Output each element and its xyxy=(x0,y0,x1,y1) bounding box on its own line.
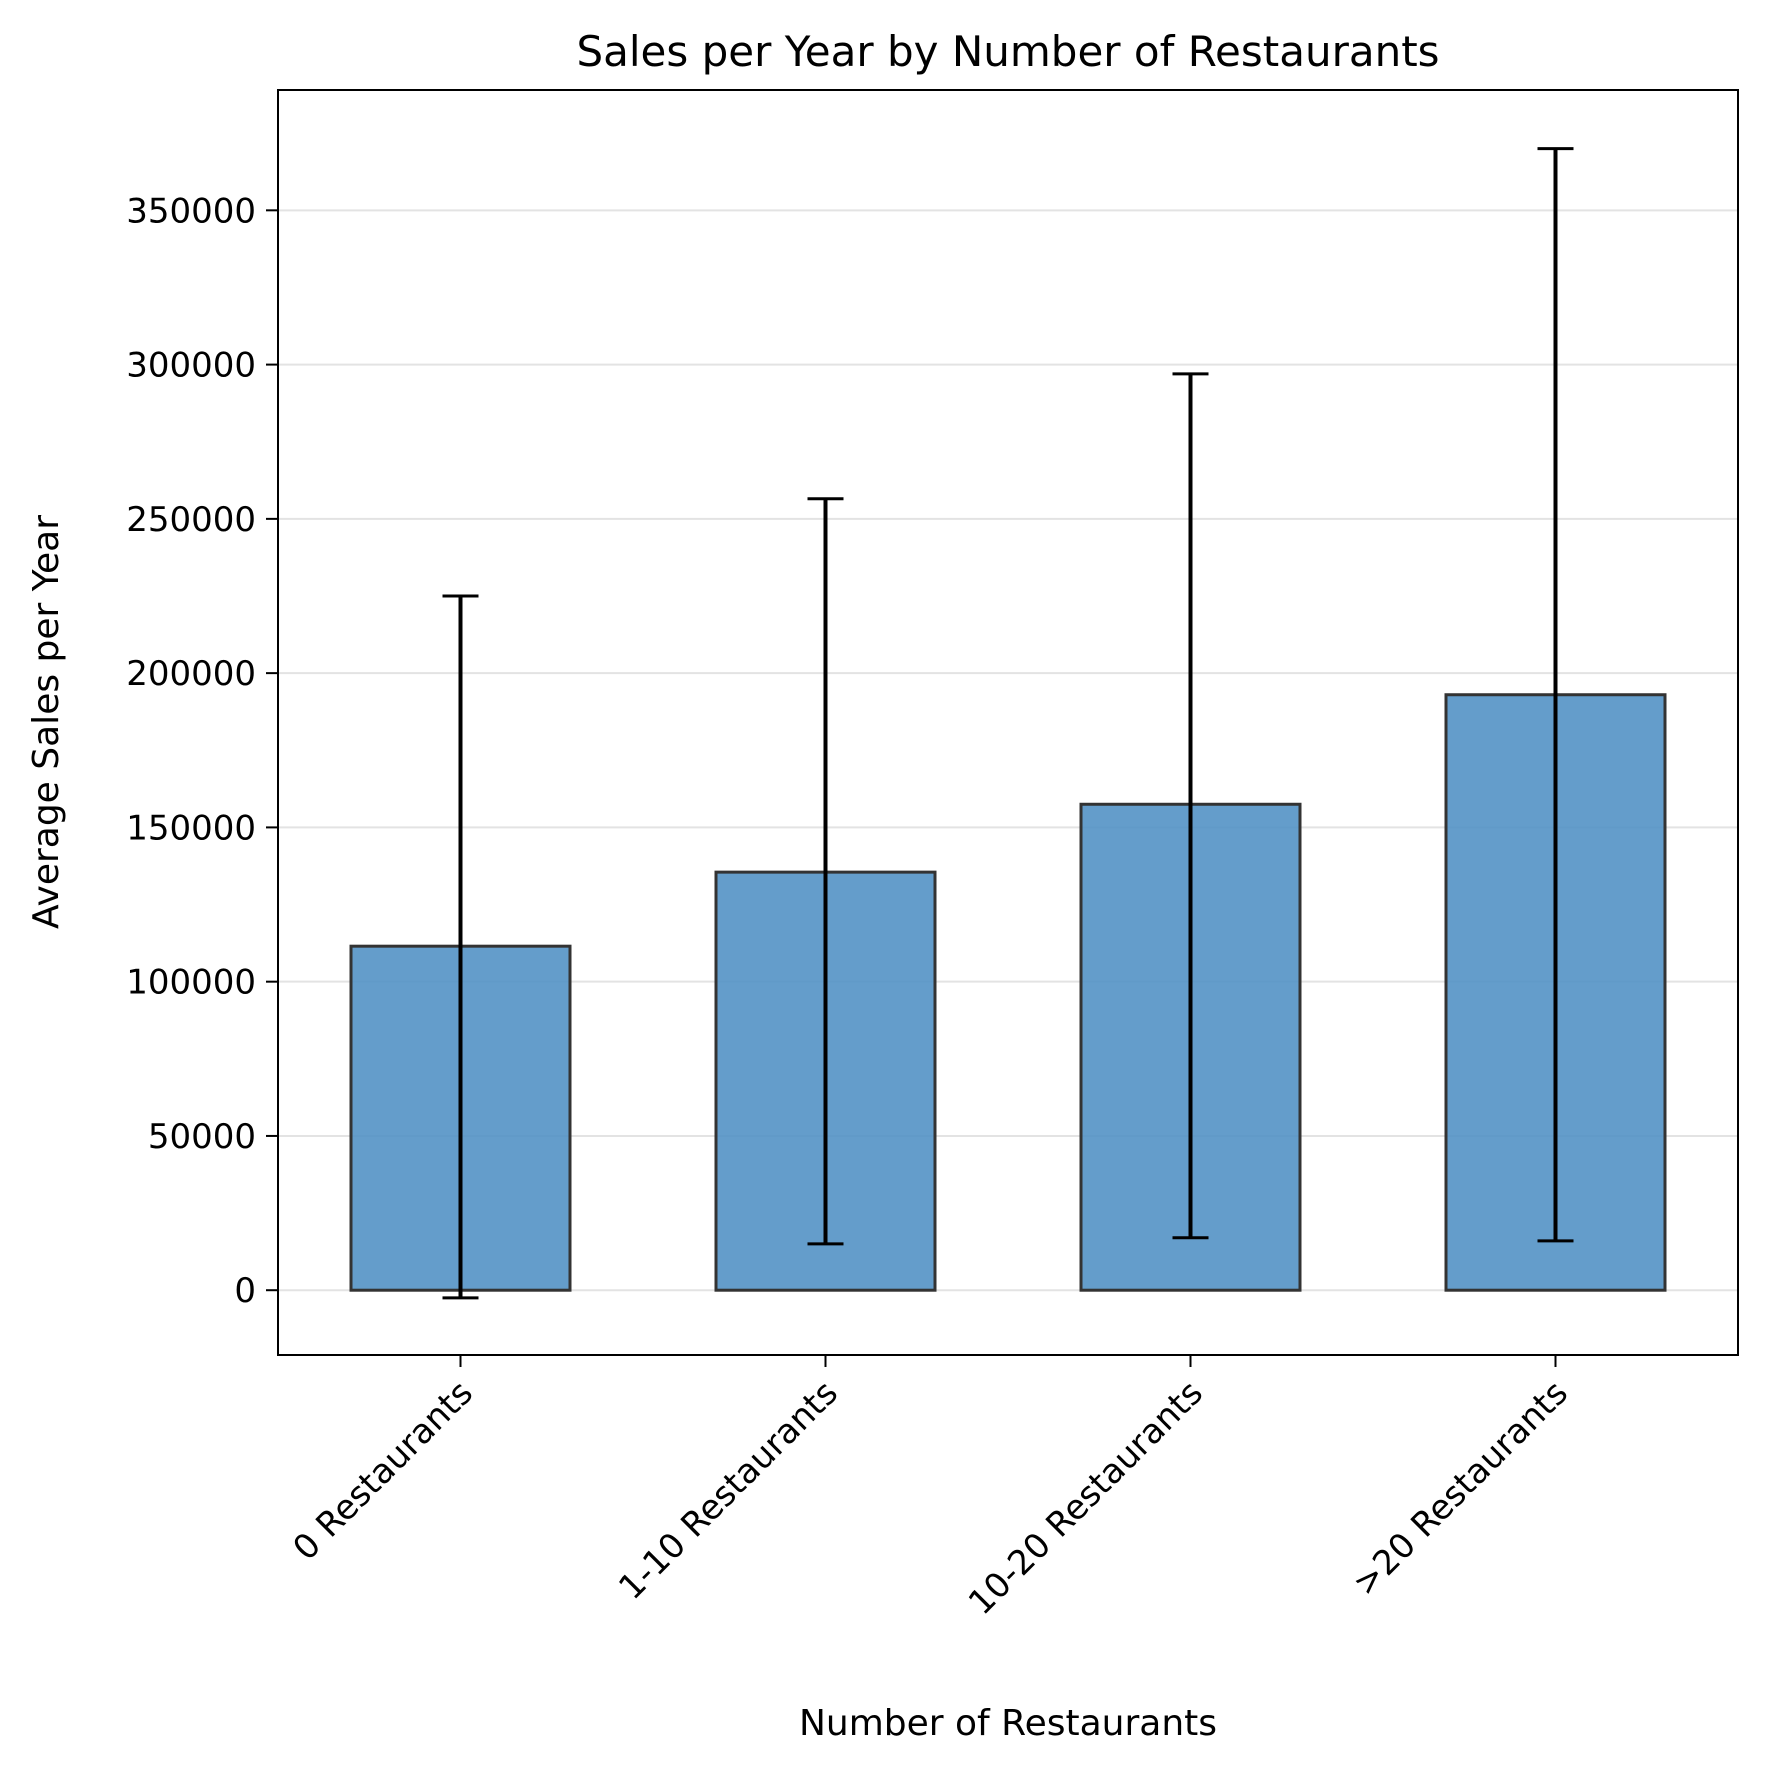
y-tick-label: 0 xyxy=(234,1271,256,1311)
y-tick-label: 300000 xyxy=(126,346,256,386)
x-tick-label: 10-20 Restaurants xyxy=(961,1373,1211,1623)
x-tick-label: 1-10 Restaurants xyxy=(611,1373,846,1608)
y-axis-ticks: 0 50000 100000 150000 200000 250000 300000 3500… xyxy=(126,191,278,1311)
y-tick-label: 200000 xyxy=(126,654,256,694)
x-axis-ticks: 0 Restaurants 1-10 Restaurants 10-20 Resta… xyxy=(285,1355,1576,1623)
y-tick-label: 150000 xyxy=(126,808,256,848)
y-tick-label: 250000 xyxy=(126,500,256,540)
bars xyxy=(349,693,1667,1292)
error-bars xyxy=(442,147,1574,1300)
y-tick-label: 50000 xyxy=(148,1117,256,1157)
chart-title: Sales per Year by Number of Restaurants xyxy=(576,27,1439,76)
x-tick-label: >20 Restaurants xyxy=(1345,1373,1576,1604)
y-axis-title: Average Sales per Year xyxy=(26,515,67,929)
plot-frame xyxy=(277,89,1739,1356)
x-axis-title: Number of Restaurants xyxy=(799,1703,1217,1744)
y-tick-label: 350000 xyxy=(126,191,256,231)
x-tick-label: 0 Restaurants xyxy=(285,1373,480,1568)
y-tick-label: 100000 xyxy=(126,963,256,1003)
